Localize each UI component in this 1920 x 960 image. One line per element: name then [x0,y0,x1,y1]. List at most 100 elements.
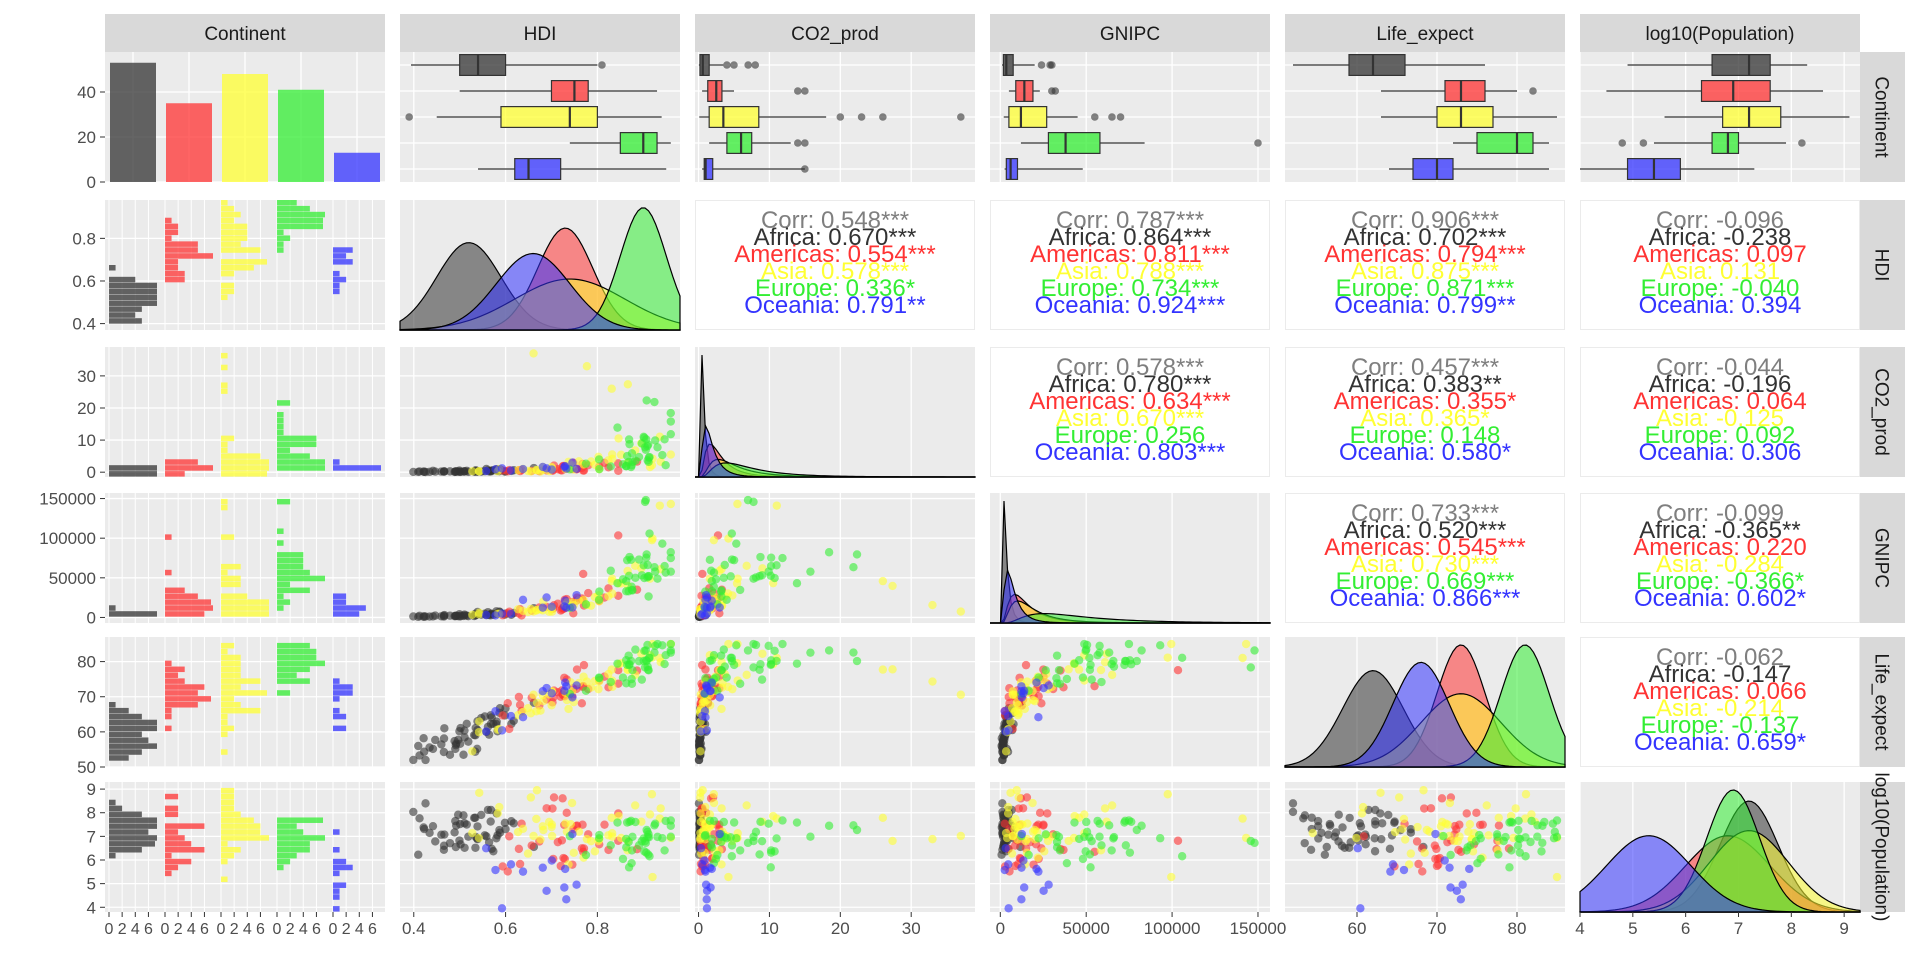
panel-log10-population-gnipc [990,782,1270,913]
hist-bar-asia [221,847,241,853]
point-americas [1000,819,1009,828]
hist-bar-americas [165,270,185,277]
point-oceania [715,603,724,612]
hist-bar-oceania [333,696,340,702]
hist-bar-americas [165,811,179,818]
hist-bar-americas [165,660,172,667]
hist-bar-asia [221,200,228,206]
point-europe [644,592,653,601]
point-africa [1385,844,1395,854]
point-oceania [1356,904,1365,913]
panel-hdi-co2-prod: Corr: 0.548***Africa: 0.670***Americas: … [695,200,975,330]
corr-text-oceania: Oceania: 0.580* [1339,439,1511,466]
panel-co2-prod-gnipc: Corr: 0.578***Africa: 0.780***Americas: … [990,347,1270,477]
point-africa [460,733,469,742]
point-europe [764,641,773,651]
x-tick-label: 80 [1508,919,1527,938]
point-europe [1514,825,1523,835]
point-asia [468,828,477,838]
point-asia [888,836,897,846]
point-europe [642,396,651,405]
box-africa [1348,53,1406,76]
hist-bar-asia [221,575,241,582]
corr-text-europe: Europe: 0.336* [755,275,915,302]
hist-bar-asia [221,382,228,388]
column-strip-label: GNIPC [1100,24,1160,45]
hist-bar-asia [221,835,269,841]
point-europe [637,675,647,684]
hist-bar-asia [221,678,261,684]
point-asia [1008,831,1017,841]
corr-text-overall: Corr: -0.096 [1656,207,1784,234]
point-europe [594,834,604,843]
column-strip-gnipc [990,14,1270,52]
point-europe [755,665,764,674]
point-oceania [1039,683,1048,693]
point-africa [1317,828,1326,838]
hist-bar-europe [277,211,325,218]
hist-bar-oceania [333,253,347,259]
panel-border [1580,347,1860,477]
box-africa [1711,53,1771,76]
point-europe [1473,858,1482,868]
point-europe [806,832,815,841]
hist-bar-europe [277,558,304,564]
point-africa [1376,809,1385,818]
point-europe [1246,663,1255,672]
point-oceania [542,593,551,602]
corr-text-americas: Americas: 0.355* [1334,388,1517,415]
point-oceania [568,829,577,839]
outlier-point [1090,113,1099,121]
point-asia [1419,786,1428,795]
point-americas [577,844,587,853]
point-europe [1132,656,1142,666]
corr-text-overall: Corr: 0.733*** [1351,500,1499,527]
point-europe [1093,650,1102,660]
point-oceania [1388,860,1398,869]
point-africa [445,467,455,476]
point-oceania [506,711,516,721]
x-tick-label: 0 [329,921,338,938]
point-oceania [518,464,528,474]
hist-bar-americas [165,587,185,594]
point-oceania [572,681,581,690]
point-oceania [518,595,528,605]
point-africa [1406,824,1416,834]
point-africa [460,466,469,476]
hist-bar-asia [221,569,228,576]
point-oceania [696,844,706,853]
point-europe [1041,830,1050,839]
point-africa [1371,820,1380,829]
point-asia [696,793,705,802]
point-oceania [547,856,556,865]
point-europe [626,656,636,666]
point-africa [1288,799,1298,808]
point-europe [606,677,615,687]
corr-text-americas: Americas: 0.066 [1633,678,1806,705]
point-europe [643,441,652,451]
y-tick-label: 6 [87,851,96,870]
point-oceania [1399,865,1409,875]
hist-bar-americas [165,858,192,865]
point-africa [419,747,429,756]
point-americas [505,724,514,734]
point-oceania [497,904,507,913]
hist-bar-asia [221,858,228,865]
panel-continent-continent [105,52,385,183]
hist-bar-europe [277,429,284,436]
point-asia [513,827,523,837]
point-asia [468,610,477,619]
panel-border [1285,200,1565,330]
outlier-point [1618,139,1627,147]
corr-text-asia: Asia: 0.670*** [1056,405,1204,432]
corr-text-europe: Europe: -0.040 [1641,275,1800,302]
hist-bar-americas [165,666,185,673]
point-oceania [1032,678,1041,687]
hist-bar-europe [277,847,310,853]
point-africa [1320,850,1330,859]
hist-bar-asia [221,581,241,588]
point-europe [1097,677,1106,687]
point-oceania [1431,829,1440,839]
y-tick-label: 5 [87,875,96,894]
